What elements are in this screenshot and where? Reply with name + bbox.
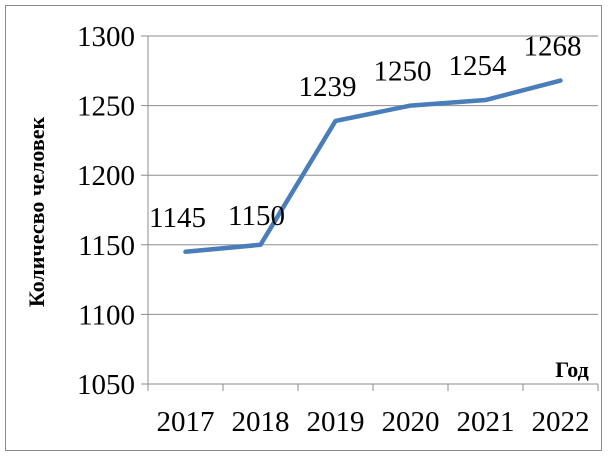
data-label: 1268 <box>524 31 582 63</box>
data-label: 1145 <box>149 202 206 234</box>
x-axis-title: Год <box>555 357 589 382</box>
data-label: 1150 <box>228 200 285 232</box>
y-tick-label: 1200 <box>77 160 135 192</box>
labels-layer: 1050 1100 1150 1200 1250 1300 2017 2018 2019 2020… <box>77 21 590 438</box>
data-label: 1250 <box>374 56 432 88</box>
x-tick-label: 2021 <box>457 406 515 438</box>
chart-frame <box>5 5 602 451</box>
x-tick-label: 2017 <box>157 406 215 438</box>
y-axis-title: Количесво человек <box>24 117 49 308</box>
x-tick-label: 2018 <box>232 406 290 438</box>
y-tick-label: 1150 <box>78 230 135 262</box>
x-tick-label: 2020 <box>382 406 440 438</box>
y-tick-label: 1250 <box>77 91 135 123</box>
y-tick-label: 1100 <box>78 299 135 331</box>
data-label: 1254 <box>449 50 508 82</box>
series-line <box>183 78 563 255</box>
axes <box>141 35 599 391</box>
y-tick-label: 1050 <box>77 369 135 401</box>
x-tick-label: 2022 <box>532 406 590 438</box>
series-layer <box>183 78 563 255</box>
data-label: 1239 <box>299 71 357 103</box>
y-tick-label: 1300 <box>77 21 135 53</box>
gridlines <box>148 35 598 315</box>
x-tick-label: 2019 <box>307 406 365 438</box>
